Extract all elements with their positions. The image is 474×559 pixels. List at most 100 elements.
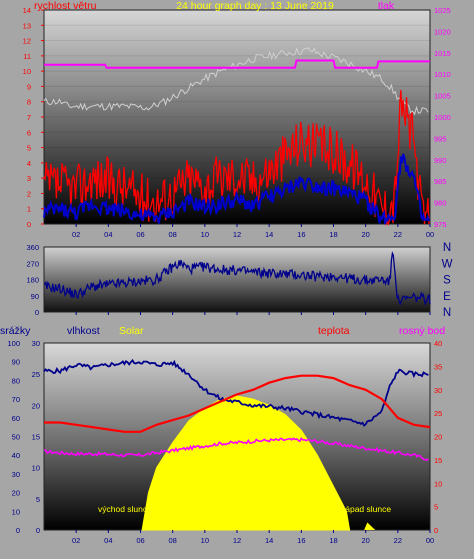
x-tick-label: 00 xyxy=(426,230,434,239)
y-tick-label-rain: 80 xyxy=(12,376,20,385)
compass-label: N xyxy=(443,242,451,254)
y-tick-label-direction: 90 xyxy=(31,292,39,301)
direction-plot-area xyxy=(43,246,431,313)
y-tick-label-rain: 70 xyxy=(12,395,20,404)
y-tick-label-rain: 50 xyxy=(12,433,20,442)
wind-avg-line xyxy=(43,153,430,225)
y-tick-label-humidity: 10 xyxy=(32,464,40,473)
y-tick-label-wind: 8 xyxy=(27,98,31,107)
x-tick-label: 12 xyxy=(233,536,241,545)
humidity-line xyxy=(43,358,429,427)
y-tick-label-wind: 0 xyxy=(27,220,31,229)
y-tick-label-humidity: 5 xyxy=(36,495,40,504)
x-tick-label: 04 xyxy=(104,536,112,545)
y-tick-label-wind: 9 xyxy=(27,82,31,91)
y-tick-label-rain: 90 xyxy=(12,358,20,367)
y-tick-label-direction: 180 xyxy=(26,276,39,285)
rain-axis-label: srážky xyxy=(0,325,31,337)
humidity-axis-label: vlhkost xyxy=(67,325,100,337)
x-tick-label: 02 xyxy=(72,536,80,545)
x-tick-label: 22 xyxy=(394,536,402,545)
y-tick-label-humidity: 15 xyxy=(32,433,40,442)
y-tick-label-wind: 3 xyxy=(27,174,31,183)
y-tick-label-wind: 7 xyxy=(27,113,31,122)
x-tick-label: 18 xyxy=(329,230,337,239)
y-tick-label-rain: 10 xyxy=(12,507,20,516)
pressure-line xyxy=(44,59,430,69)
temperature-line xyxy=(44,374,431,433)
x-tick-label: 06 xyxy=(136,536,144,545)
x-tick-label: 10 xyxy=(201,536,209,545)
y-tick-label-temperature: 20 xyxy=(434,433,442,442)
y-tick-label-rain: 60 xyxy=(12,414,20,423)
x-tick-label: 08 xyxy=(168,230,176,239)
y-tick-label-pressure: 1025 xyxy=(434,6,451,15)
x-tick-label: 18 xyxy=(329,536,337,545)
compass-label: E xyxy=(443,291,451,303)
dewpoint-axis-label: rosný bod xyxy=(399,325,445,337)
y-tick-label-rain: 20 xyxy=(12,489,20,498)
y-tick-label-direction: 0 xyxy=(35,308,39,317)
y-tick-label-wind: 4 xyxy=(27,159,31,168)
x-tick-label: 08 xyxy=(168,536,176,545)
y-tick-label-wind: 11 xyxy=(23,52,31,61)
y-tick-label-wind: 12 xyxy=(23,37,31,46)
y-tick-label-wind: 10 xyxy=(23,67,31,76)
y-tick-label-wind: 2 xyxy=(27,189,31,198)
y-tick-label-temperature: 5 xyxy=(434,503,438,512)
y-tick-label-pressure: 995 xyxy=(434,134,447,143)
x-tick-label: 10 xyxy=(201,230,209,239)
y-tick-label-pressure: 1000 xyxy=(434,113,451,122)
x-tick-label: 16 xyxy=(297,536,305,545)
solar-legend-label: Solar xyxy=(119,325,144,337)
x-tick-label: 04 xyxy=(104,230,112,239)
temperature-axis-label: teplota xyxy=(318,325,350,337)
y-tick-label-wind: 5 xyxy=(27,144,31,153)
x-tick-label: 14 xyxy=(265,230,273,239)
x-tick-label: 22 xyxy=(394,230,402,239)
y-tick-label-direction: 360 xyxy=(26,243,39,252)
y-axis-label-wind: rychlost větru xyxy=(34,0,97,12)
y-tick-label-wind: 14 xyxy=(23,6,31,15)
y-tick-label-pressure: 1020 xyxy=(434,27,451,36)
x-tick-label: 16 xyxy=(297,230,305,239)
y-tick-label-humidity: 30 xyxy=(32,339,40,348)
x-tick-label: 00 xyxy=(426,536,434,545)
x-tick-label: 06 xyxy=(136,230,144,239)
solar-area-blip xyxy=(364,522,376,530)
y-tick-label-temperature: 40 xyxy=(434,339,442,348)
y-tick-label-pressure: 1015 xyxy=(434,49,451,58)
y-tick-label-wind: 6 xyxy=(27,128,31,137)
y-tick-label-direction: 270 xyxy=(26,259,39,268)
y-tick-label-humidity: 20 xyxy=(32,401,40,410)
x-tick-label: 20 xyxy=(361,536,369,545)
y-tick-label-temperature: 15 xyxy=(434,456,442,465)
x-tick-label: 02 xyxy=(72,230,80,239)
y-axis-label-pressure: tlak xyxy=(378,0,395,12)
y-tick-label-temperature: 25 xyxy=(434,409,442,418)
y-tick-label-pressure: 1010 xyxy=(434,70,451,79)
chart-title: 24 hour graph day : 13 June 2019 xyxy=(176,0,334,12)
x-tick-label: 20 xyxy=(361,230,369,239)
y-tick-label-humidity: 0 xyxy=(36,526,40,535)
y-tick-label-humidity: 25 xyxy=(32,370,40,379)
wind-direction-line xyxy=(43,251,431,307)
compass-label: S xyxy=(443,275,451,287)
y-tick-label-temperature: 0 xyxy=(434,526,438,535)
y-tick-label-temperature: 30 xyxy=(434,386,442,395)
dewpoint-line xyxy=(44,437,429,462)
y-tick-label-wind: 1 xyxy=(27,205,31,214)
compass-label: W xyxy=(442,258,453,270)
y-tick-label-temperature: 35 xyxy=(434,362,442,371)
compass-label: N xyxy=(443,307,451,319)
sunset-label: západ slunce xyxy=(341,504,391,514)
sunrise-label: východ slunce xyxy=(98,504,152,514)
y-tick-label-rain: 40 xyxy=(12,451,20,460)
x-tick-label: 12 xyxy=(233,230,241,239)
x-tick-label: 14 xyxy=(265,536,273,545)
y-tick-label-pressure: 1005 xyxy=(434,92,451,101)
y-tick-label-wind: 13 xyxy=(23,21,31,30)
y-tick-label-pressure: 985 xyxy=(434,177,447,186)
